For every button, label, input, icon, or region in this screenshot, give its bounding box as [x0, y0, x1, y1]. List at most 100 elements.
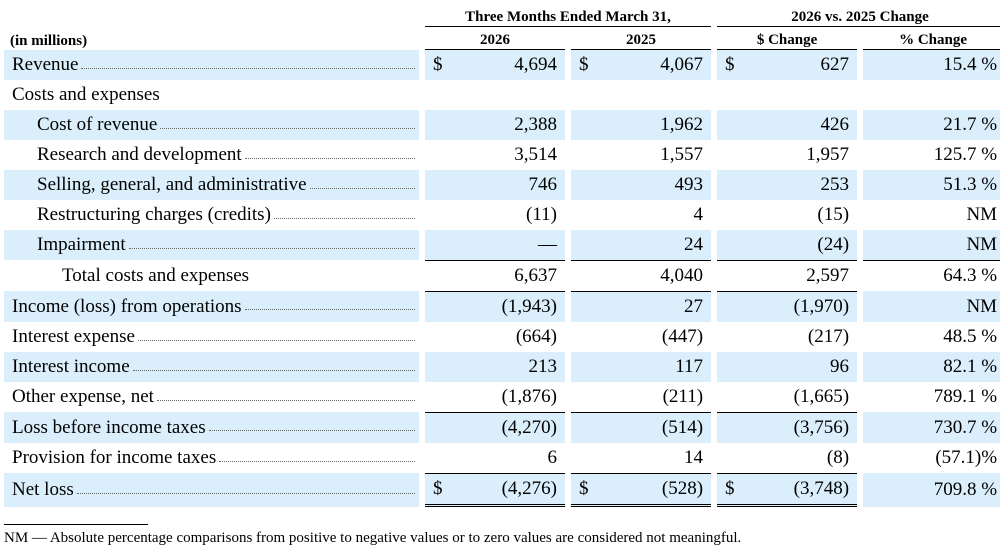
cell-pct-change: NM	[863, 291, 1000, 322]
cell-pct-change: 51.3 %	[863, 170, 1000, 200]
table-row: Provision for income taxes 6 14 (8) (57.…	[4, 443, 1000, 473]
row-label: Research and development	[37, 144, 242, 165]
table-row: Revenue $4,694 $4,067 $627 15.4 %	[4, 50, 1000, 80]
cell-pct-change: (57.1)%	[935, 447, 998, 468]
row-label: Revenue	[12, 54, 79, 75]
cell-dollar-change: (3,756)	[717, 412, 858, 443]
row-label: Interest income	[12, 356, 130, 377]
cell-2026: 2,388	[425, 110, 565, 140]
footnote-rule	[4, 524, 148, 525]
change-group-header: 2026 vs. 2025 Change	[717, 4, 1000, 27]
cell-2026: (664)	[515, 326, 557, 347]
table-row: Selling, general, and administrative 746…	[4, 170, 1000, 200]
row-label: Other expense, net	[12, 386, 154, 407]
row-label: Impairment	[37, 234, 126, 255]
cell-2026: 3,514	[514, 144, 557, 165]
cell-2026: $4,694	[425, 50, 565, 80]
cell-pct-change: 709.8 %	[863, 473, 1000, 507]
table-row: Net loss $ (4,276) $ (528) $ (3,748) 709.8 …	[4, 473, 1000, 507]
table-row: Costs and expenses	[4, 80, 1000, 110]
row-label: Income (loss) from operations	[12, 295, 242, 317]
col-header-pct-change: % Change	[863, 27, 1000, 50]
cell-pct-change: NM	[863, 230, 1000, 260]
cell-2026: (11)	[526, 204, 557, 225]
col-header-2026: 2026	[425, 27, 565, 50]
table-row: Loss before income taxes (4,270) (514) (…	[4, 412, 1000, 443]
period-group-header: Three Months Ended March 31,	[425, 4, 712, 27]
currency-symbol: $	[725, 478, 735, 499]
row-label: Interest expense	[12, 326, 135, 347]
cell-2025: 24	[571, 230, 712, 260]
cell-dollar-change: (24)	[717, 230, 858, 260]
cell-pct-change: 21.7 %	[863, 110, 1000, 140]
cell-2025: (211)	[662, 386, 704, 407]
cell-pct-change: 64.3 %	[863, 260, 1000, 291]
cell-dollar-change: $ (3,748)	[717, 473, 858, 507]
cell-2026: (1,943)	[425, 291, 565, 322]
cell-2025: (447)	[661, 326, 704, 347]
col-header-2025: 2025	[571, 27, 712, 50]
row-label: Selling, general, and administrative	[37, 174, 307, 195]
currency-symbol: $	[433, 478, 443, 499]
row-label: Costs and expenses	[12, 84, 160, 105]
table-row: Income (loss) from operations (1,943) 27…	[4, 291, 1000, 322]
cell-2025: 1,557	[660, 144, 704, 165]
row-label: Loss before income taxes	[12, 416, 206, 438]
cell-dollar-change: 96	[717, 352, 858, 382]
table-row: Cost of revenue 2,388 1,962 426 21.7 %	[4, 110, 1000, 140]
table-row: Total costs and expenses 6,637 4,040 2,5…	[4, 260, 1000, 291]
cell-2025: (514)	[571, 412, 712, 443]
cell-2026: 746	[425, 170, 565, 200]
cell-pct-change: 789.1 %	[933, 386, 998, 407]
table-row: Interest expense (664) (447) (217) 48.5 …	[4, 322, 1000, 352]
cell-dollar-change: $627	[717, 50, 858, 80]
row-label: Restructuring charges (credits)	[37, 204, 271, 225]
cell-pct-change: NM	[966, 204, 998, 225]
cell-dollar-change: (217)	[807, 326, 850, 347]
cell-dollar-change: 1,957	[806, 144, 850, 165]
cell-2025: 117	[571, 352, 712, 382]
cell-2025: 493	[571, 170, 712, 200]
cell-2026: —	[425, 230, 565, 260]
cell-pct-change: 48.5 %	[943, 326, 998, 347]
row-label: Cost of revenue	[37, 114, 158, 135]
cell-dollar-change: 426	[717, 110, 858, 140]
currency-symbol: $	[433, 54, 443, 75]
row-label: Total costs and expenses	[62, 264, 250, 286]
table-row: Research and development 3,514 1,557 1,9…	[4, 140, 1000, 170]
currency-symbol: $	[579, 478, 589, 499]
cell-2025: 14	[684, 447, 704, 468]
row-label: Net loss	[12, 479, 74, 500]
cell-2026: (1,876)	[501, 386, 557, 407]
cell-2025: 4	[693, 204, 704, 225]
cell-dollar-change: 253	[717, 170, 858, 200]
cell-2026: 6,637	[425, 260, 565, 291]
table-row: Restructuring charges (credits) (11) 4 (…	[4, 200, 1000, 230]
cell-2025: $4,067	[571, 50, 712, 80]
cell-pct-change: 125.7 %	[933, 144, 998, 165]
units-label: (in millions)	[10, 33, 88, 49]
cell-dollar-change: (1,665)	[793, 386, 850, 407]
cell-dollar-change: (8)	[826, 447, 850, 468]
table-row: Other expense, net (1,876) (211) (1,665)…	[4, 382, 1000, 412]
table-row: Interest income 213 117 96 82.1 %	[4, 352, 1000, 382]
cell-dollar-change: 2,597	[717, 260, 858, 291]
cell-pct-change: 730.7 %	[863, 412, 1000, 443]
income-statement-table: Three Months Ended March 31, 2026 vs. 20…	[4, 4, 1000, 507]
row-label: Provision for income taxes	[12, 447, 217, 468]
footnote: NM — Absolute percentage comparisons fro…	[4, 530, 742, 546]
cell-2025: 1,962	[571, 110, 712, 140]
cell-2026: (4,270)	[425, 412, 565, 443]
cell-pct-change: 82.1 %	[863, 352, 1000, 382]
cell-2025: $ (528)	[571, 473, 712, 507]
cell-dollar-change: (15)	[817, 204, 850, 225]
cell-dollar-change: (1,970)	[717, 291, 858, 322]
cell-2025: 27	[571, 291, 712, 322]
cell-2026: $ (4,276)	[425, 473, 565, 507]
cell-pct-change: 15.4 %	[863, 50, 1000, 80]
cell-2025: 4,040	[571, 260, 712, 291]
currency-symbol: $	[725, 54, 735, 75]
col-header-dollar-change: $ Change	[717, 27, 858, 50]
cell-2026: 6	[547, 447, 558, 468]
